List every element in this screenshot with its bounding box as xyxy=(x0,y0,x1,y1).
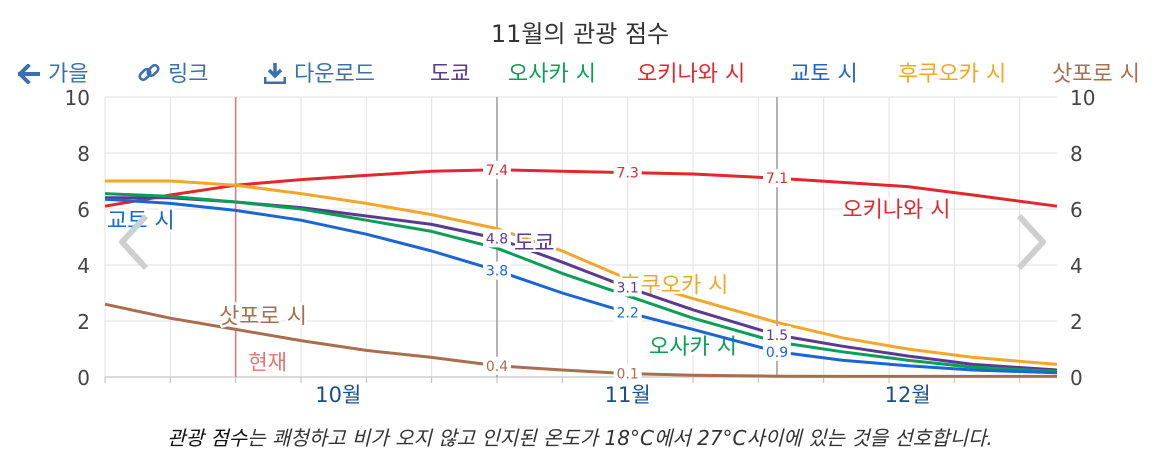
series-line-오키나와 시 xyxy=(104,168,1058,208)
point-label-bg xyxy=(483,261,511,280)
x-tick-label: 10월 xyxy=(315,383,361,407)
footnote-text: 는 쾌청하고 비가 오지 않고 인지된 온도가 18°C에서 27°C사이에 있… xyxy=(247,426,993,450)
footnote-emphasis: 관광 점수 xyxy=(167,426,248,450)
point-value-label: 4.8 xyxy=(486,231,508,247)
legend-item-sapporo[interactable]: 삿포로 시 xyxy=(1052,56,1140,88)
y-tick-label-right: 0 xyxy=(1070,366,1083,390)
series-name-label: 오키나와 시 xyxy=(842,198,950,223)
legend-label: 오사카 시 xyxy=(508,62,596,87)
current-date-label: 현재 xyxy=(248,351,287,375)
point-value-label: 2.2 xyxy=(617,306,639,322)
point-label-bg xyxy=(613,163,642,182)
point-label-bg xyxy=(483,356,511,375)
point-value-label: 0.9 xyxy=(766,345,788,361)
point-label-bg xyxy=(763,169,791,188)
y-tick-label-left: 0 xyxy=(77,366,90,390)
legend-label: 오키나와 시 xyxy=(637,62,746,87)
point-value-label: 7.1 xyxy=(766,171,788,187)
point-label-bg xyxy=(763,342,791,361)
download-label: 다운로드 xyxy=(294,62,375,87)
back-label: 가을 xyxy=(48,62,89,87)
y-tick-label-right: 2 xyxy=(1070,310,1083,334)
y-tick-label-left: 8 xyxy=(77,142,90,166)
y-tick-label-right: 6 xyxy=(1070,198,1083,222)
download-button[interactable]: 다운로드 xyxy=(263,56,375,88)
point-value-label: 0.4 xyxy=(486,359,508,375)
prev-arrow-button[interactable] xyxy=(110,212,160,272)
y-tick-label-right: 10 xyxy=(1070,86,1095,110)
series-line-후쿠오카 시 xyxy=(105,179,1058,366)
chevron-left-icon xyxy=(119,213,149,271)
y-tick-label-right: 8 xyxy=(1070,142,1083,166)
series-line-삿포로 시 xyxy=(104,302,1057,378)
y-tick-label-right: 4 xyxy=(1070,254,1083,278)
series-line-교토 시 xyxy=(104,197,1058,375)
x-tick-label: 12월 xyxy=(885,383,931,407)
download-icon xyxy=(263,63,287,85)
point-value-label: 1.5 xyxy=(766,328,788,344)
point-label-bg xyxy=(483,229,511,248)
chart-title: 11월의 관광 점수 xyxy=(490,20,670,48)
point-value-label: 7.3 xyxy=(617,166,639,182)
y-tick-label-left: 4 xyxy=(77,254,90,278)
arrow-left-icon xyxy=(17,63,41,85)
point-value-label: 3.8 xyxy=(486,264,508,280)
series-name-label: 교토 시 xyxy=(107,209,175,234)
point-label-bg xyxy=(613,364,642,383)
chevron-right-icon xyxy=(1016,213,1046,271)
legend-label: 도쿄 xyxy=(430,62,471,87)
legend-item-tokyo[interactable]: 도쿄 xyxy=(430,56,470,88)
series-line-오사카 시 xyxy=(104,192,1058,373)
legend-label: 삿포로 시 xyxy=(1052,62,1140,87)
legend-label: 교토 시 xyxy=(790,62,858,87)
point-value-label: 0.1 xyxy=(617,367,639,383)
back-button[interactable]: 가을 xyxy=(17,56,89,88)
link-label: 링크 xyxy=(168,62,209,87)
point-value-label: 7.4 xyxy=(486,163,508,179)
series-name-label: 삿포로 시 xyxy=(219,304,307,329)
legend-item-fukuoka[interactable]: 후쿠오카 시 xyxy=(898,56,1006,88)
link-button[interactable]: 링크 xyxy=(138,56,208,88)
point-label-bg xyxy=(613,303,642,322)
link-icon xyxy=(138,63,160,82)
legend-item-okinawa[interactable]: 오키나와 시 xyxy=(637,56,745,88)
y-tick-label-left: 10 xyxy=(65,86,90,110)
x-tick-label: 11월 xyxy=(605,383,651,407)
footnote: 관광 점수는 쾌청하고 비가 오지 않고 인지된 온도가 18°C에서 27°C… xyxy=(0,422,1160,451)
y-tick-label-left: 2 xyxy=(77,310,90,334)
legend-item-osaka[interactable]: 오사카 시 xyxy=(508,56,596,88)
point-label-bg xyxy=(763,326,791,344)
next-arrow-button[interactable] xyxy=(1005,212,1055,272)
series-name-label: 도쿄 xyxy=(514,232,554,257)
point-label-bg xyxy=(613,278,642,297)
legend-label: 후쿠오카 시 xyxy=(898,62,1007,87)
legend-item-kyoto[interactable]: 교토 시 xyxy=(790,56,858,88)
toolbar: 가을 링크 다운로드 도쿄 오사카 시 오키나와 시 교토 시 후쿠오카 시 삿… xyxy=(0,56,1160,88)
y-tick-label-left: 6 xyxy=(77,198,90,222)
point-value-label: 3.1 xyxy=(617,280,639,296)
point-label-bg xyxy=(483,160,511,179)
series-line-도쿄 xyxy=(105,196,1058,372)
